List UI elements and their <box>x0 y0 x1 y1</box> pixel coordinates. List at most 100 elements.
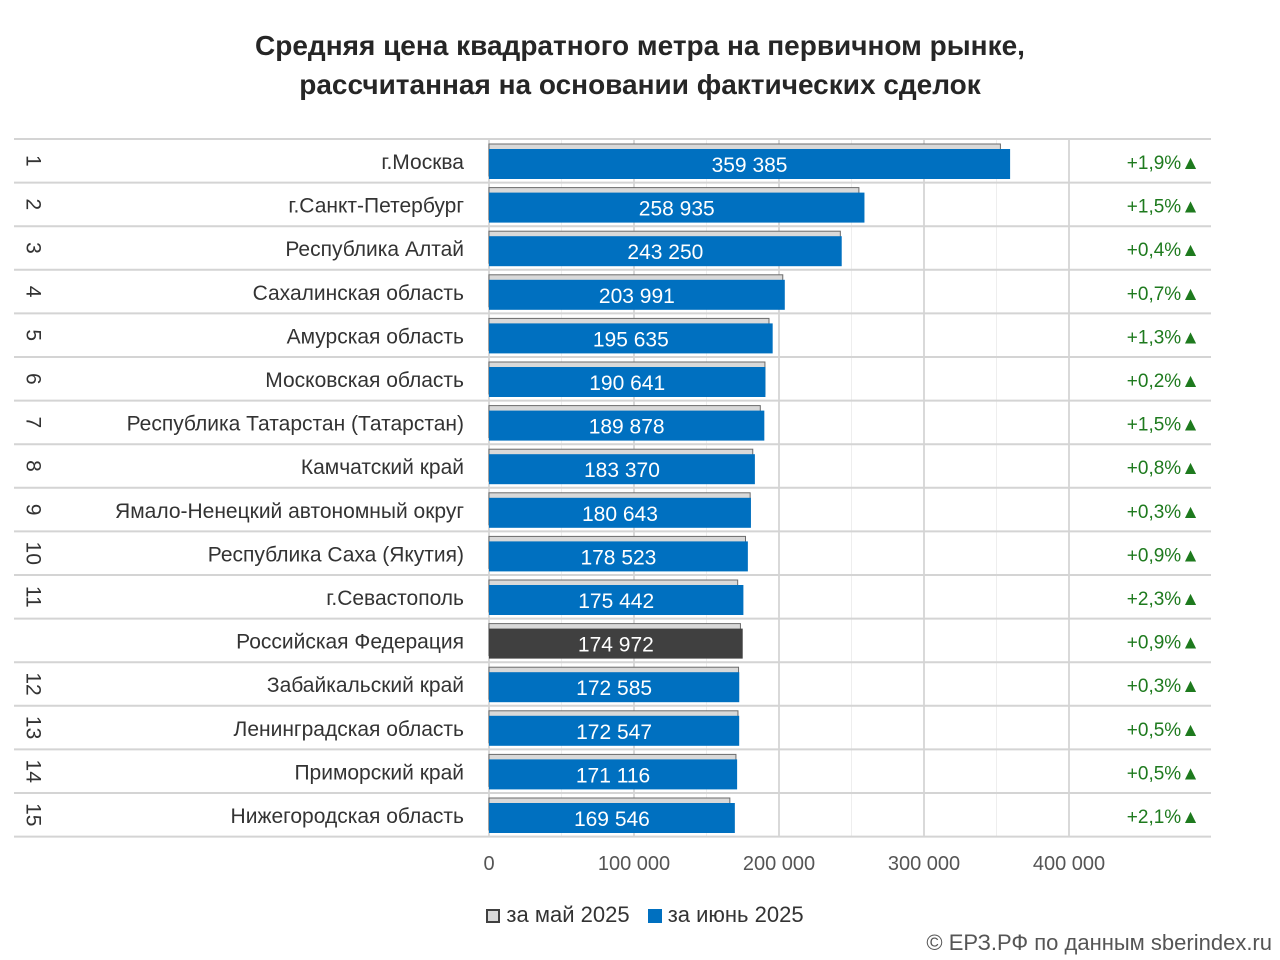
bar-june <box>489 192 865 223</box>
rows-layer: 1 г.Москва 359 385 +1,9%▲ 2 г.Санкт-Петербург… <box>22 143 1200 833</box>
row-rank: 7 <box>22 417 45 429</box>
table-row: 15 Нижегородская область 169 546 +2,1%▲ <box>22 797 1200 833</box>
row-region-name: Московская область <box>265 369 464 392</box>
table-row: 2 г.Санкт-Петербург 258 935 +1,5%▲ <box>22 187 1200 223</box>
bar-june-label: 203 991 <box>599 285 675 308</box>
legend-label-june: за июнь 2025 <box>667 902 804 927</box>
bar-june <box>489 149 1011 179</box>
bar-june-label: 195 635 <box>593 328 669 351</box>
bar-june <box>489 628 743 659</box>
row-region-name: Амурская область <box>287 325 464 348</box>
row-change: +0,9%▲ <box>1127 545 1200 566</box>
legend-swatch-may <box>486 909 501 923</box>
bar-june <box>489 279 785 310</box>
row-rank: 8 <box>22 460 45 472</box>
bar-june <box>489 541 748 572</box>
row-rank: 11 <box>22 586 45 608</box>
row-region-name: Ленинградская область <box>234 718 465 741</box>
bar-june-label: 190 641 <box>589 372 665 395</box>
table-row: 13 Ленинградская область 172 547 +0,5%▲ <box>22 710 1200 746</box>
row-region-name: Российская Федерация <box>236 631 464 654</box>
row-region-name: г.Санкт-Петербург <box>288 195 464 218</box>
row-rank: 3 <box>22 242 45 254</box>
table-row: Российская Федерация 174 972 +0,9%▲ <box>236 623 1200 659</box>
row-change: +0,5%▲ <box>1127 720 1200 741</box>
bar-june <box>489 497 751 528</box>
bar-june-label: 175 442 <box>578 590 654 613</box>
row-change: +2,1%▲ <box>1127 807 1200 828</box>
row-rank: 4 <box>22 286 45 298</box>
bar-june <box>489 367 766 397</box>
table-row: 5 Амурская область 195 635 +1,3%▲ <box>22 317 1200 354</box>
table-row: 6 Московская область 190 641 +0,2%▲ <box>22 361 1200 397</box>
bar-june <box>489 236 842 267</box>
bar-june <box>489 323 773 354</box>
row-change: +0,2%▲ <box>1127 371 1200 392</box>
table-row: 4 Сахалинская область 203 991 +0,7%▲ <box>22 274 1200 310</box>
bar-june <box>489 454 755 485</box>
row-rank: 12 <box>22 672 45 695</box>
table-row: 10 Республика Саха (Якутия) 178 523 +0,9%▲ <box>22 535 1200 572</box>
x-axis: 0 100 000 200 000 300 000 400 000 <box>483 853 1105 875</box>
table-row: 14 Приморский край 171 116 +0,5%▲ <box>22 753 1200 790</box>
x-tick-label: 300 000 <box>888 853 960 875</box>
chart-title: Средняя цена квадратного метра на первич… <box>0 26 1280 104</box>
bar-june-label: 359 385 <box>712 154 788 177</box>
bar-june-label: 172 585 <box>576 677 652 700</box>
x-tick-label: 400 000 <box>1033 853 1105 875</box>
row-change: +2,3%▲ <box>1127 589 1200 610</box>
chart-title-line-2: рассчитанная на основании фактических сд… <box>299 69 981 100</box>
row-rank: 15 <box>22 803 45 826</box>
row-region-name: Забайкальский край <box>267 674 464 697</box>
table-row: 12 Забайкальский край 172 585 +0,3%▲ <box>22 666 1200 703</box>
row-change: +0,8%▲ <box>1127 458 1200 479</box>
row-region-name: г.Севастополь <box>326 587 464 610</box>
bar-june <box>489 410 765 441</box>
bar-june-label: 178 523 <box>580 546 656 569</box>
bar-june <box>489 672 740 703</box>
x-tick-label: 100 000 <box>598 853 670 875</box>
bar-june-label: 189 878 <box>589 416 665 439</box>
row-change: +1,3%▲ <box>1127 327 1200 348</box>
bar-june <box>489 803 735 833</box>
legend-swatch-june <box>647 909 662 923</box>
bar-june-label: 169 546 <box>574 808 650 831</box>
bar-june <box>489 715 740 746</box>
row-change: +1,5%▲ <box>1127 415 1200 436</box>
row-rank: 13 <box>22 716 45 739</box>
row-change: +0,5%▲ <box>1127 763 1200 784</box>
legend-label-may: за май 2025 <box>506 902 630 927</box>
row-change: +0,3%▲ <box>1127 676 1200 697</box>
legend: за май 2025 за июнь 2025 <box>0 902 1280 928</box>
row-region-name: Сахалинская область <box>253 282 464 305</box>
bar-june-label: 172 547 <box>576 721 652 744</box>
bar-june <box>489 585 744 615</box>
row-region-name: Нижегородская область <box>231 805 464 828</box>
table-row: 8 Камчатский край 183 370 +0,8%▲ <box>22 448 1200 485</box>
row-rank: 5 <box>22 329 45 341</box>
bar-june <box>489 759 738 790</box>
row-change: +1,9%▲ <box>1127 153 1200 174</box>
row-region-name: г.Москва <box>381 151 464 174</box>
row-region-name: Республика Саха (Якутия) <box>208 543 464 566</box>
row-rank: 6 <box>22 373 45 385</box>
row-rank: 9 <box>22 504 45 516</box>
row-region-name: Приморский край <box>294 761 464 784</box>
row-region-name: Республика Алтай <box>285 238 464 261</box>
bar-june-label: 183 370 <box>584 459 660 482</box>
bar-june-label: 258 935 <box>639 198 715 221</box>
row-region-name: Ямало-Ненецкий автономный округ <box>115 500 464 523</box>
row-rank: 14 <box>22 760 45 784</box>
row-change: +0,9%▲ <box>1127 633 1200 654</box>
row-change: +1,5%▲ <box>1127 197 1200 218</box>
bar-june-label: 174 972 <box>578 634 654 657</box>
x-tick-label: 200 000 <box>743 853 815 875</box>
source-credit: © ЕРЗ.РФ по данным sberindex.ru <box>926 930 1272 955</box>
table-row: 11 г.Севастополь 175 442 +2,3%▲ <box>22 579 1200 615</box>
row-change: +0,3%▲ <box>1127 502 1200 523</box>
row-region-name: Республика Татарстан (Татарстан) <box>127 413 464 436</box>
bar-june-label: 243 250 <box>627 241 703 264</box>
grid-layer <box>14 138 1211 838</box>
bar-june-label: 171 116 <box>576 764 650 787</box>
table-row: 1 г.Москва 359 385 +1,9%▲ <box>22 143 1200 179</box>
